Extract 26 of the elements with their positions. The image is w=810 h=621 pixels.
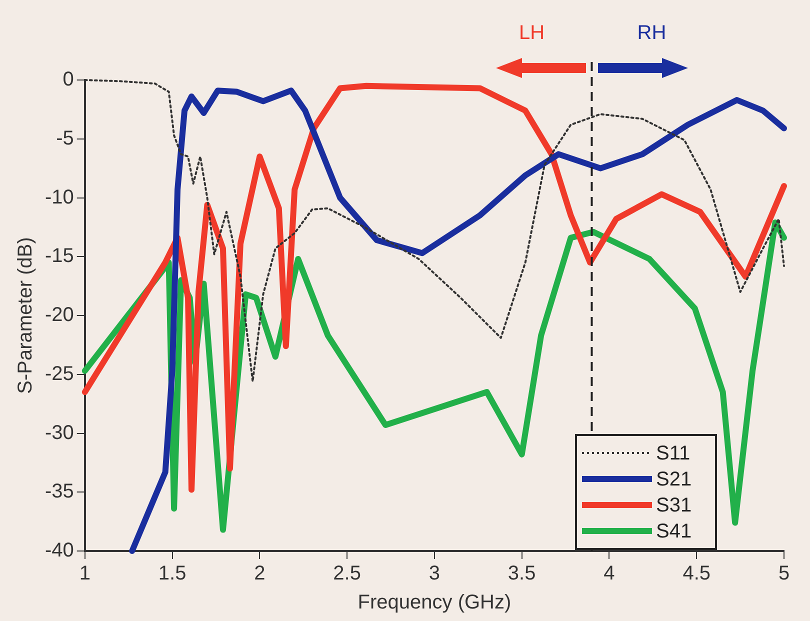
legend-label: S11 [656, 442, 690, 465]
y-tick-label: -35 [45, 480, 74, 503]
x-tick-label: 3.5 [508, 562, 536, 585]
legend-label: S31 [656, 494, 692, 517]
x-tick-label: 1.5 [158, 562, 186, 585]
y-tick-label: -20 [45, 304, 74, 326]
x-tick-label: 5 [778, 562, 790, 585]
x-tick-label: 2.5 [333, 562, 361, 585]
y-tick-label: -15 [45, 245, 74, 268]
x-tick-label: 4.5 [682, 562, 711, 585]
x-tick-label: 1 [79, 562, 90, 585]
legend-label: S41 [656, 520, 692, 543]
text: LH [518, 22, 545, 45]
x-tick-label: 4 [604, 562, 615, 585]
legend-label: S21 [656, 468, 692, 491]
x-tick-label: 3 [428, 562, 440, 585]
x-tick-label: 2 [254, 562, 266, 585]
x-axis-title: Frequency (GHz) [358, 592, 512, 614]
text: RH [637, 22, 666, 45]
y-axis-title: S-Parameter (dB) [14, 237, 37, 394]
y-tick-label: 0 [62, 68, 74, 91]
y-tick-label: -5 [56, 127, 74, 150]
y-tick-label: -10 [45, 186, 74, 208]
y-tick-label: -40 [45, 540, 74, 562]
y-tick-label: -25 [45, 362, 74, 385]
y-tick-label: -30 [45, 422, 74, 444]
